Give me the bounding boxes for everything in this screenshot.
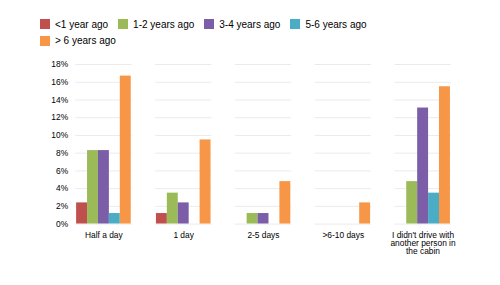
svg-text:8%: 8% <box>56 148 69 158</box>
svg-text:16%: 16% <box>51 77 68 87</box>
html-text:1-2 years ago: 1-2 years ago <box>133 18 195 30</box>
svg-text:10%: 10% <box>51 130 68 140</box>
svg-text:18%: 18% <box>51 59 68 69</box>
html-text:5-6 years ago: 5-6 years ago <box>305 18 367 30</box>
svg-text:12%: 12% <box>51 112 68 122</box>
svg-text:2%: 2% <box>56 201 69 211</box>
html-text:<1 year ago: <1 year ago <box>55 18 109 30</box>
svg-text:0%: 0% <box>56 219 69 229</box>
svg-text:4%: 4% <box>56 183 69 193</box>
svg-text:1 day: 1 day <box>173 230 194 240</box>
svg-text:6%: 6% <box>56 166 69 176</box>
svg-text:I didn't drive withanother per: I didn't drive withanother person inthe … <box>390 230 456 257</box>
svg-text:14%: 14% <box>51 95 68 105</box>
svg-text:2-5 days: 2-5 days <box>247 230 279 240</box>
svg-text:>6-10 days: >6-10 days <box>322 230 364 240</box>
svg-text:Half a day: Half a day <box>85 230 124 240</box>
html-text:3-4 years ago: 3-4 years ago <box>219 18 281 30</box>
html-text:> 6 years ago: > 6 years ago <box>55 35 116 47</box>
